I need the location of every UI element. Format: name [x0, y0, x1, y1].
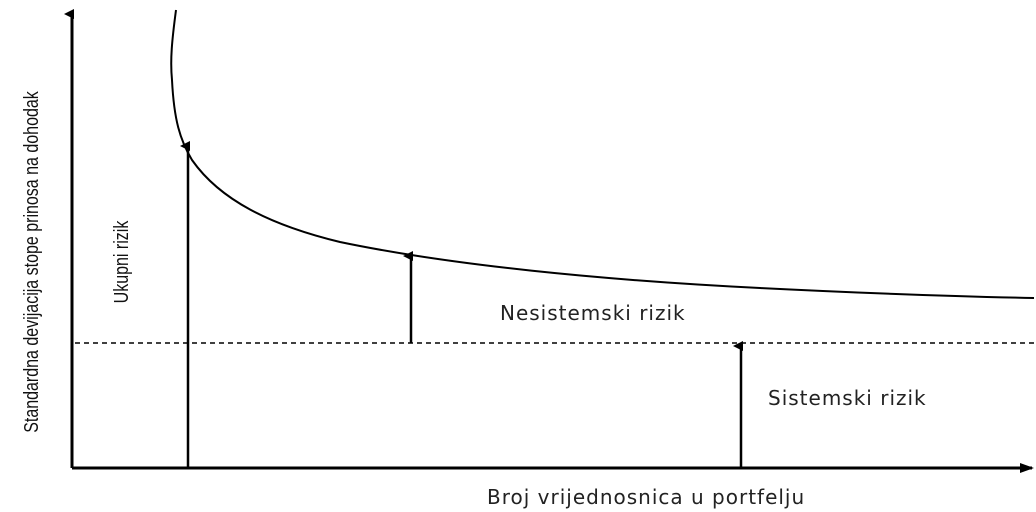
unsystematic-risk-label: Nesistemski rizik: [500, 301, 686, 325]
total-risk-label: Ukupni rizik: [110, 220, 132, 304]
systematic-risk-label: Sistemski rizik: [768, 386, 927, 410]
x-axis-label: Broj vrijednosnica u portfelju: [487, 485, 805, 509]
risk-curve: [170, 9, 1035, 299]
y-axis-label: Standardna devijacija stope prinosa na d…: [20, 90, 42, 432]
